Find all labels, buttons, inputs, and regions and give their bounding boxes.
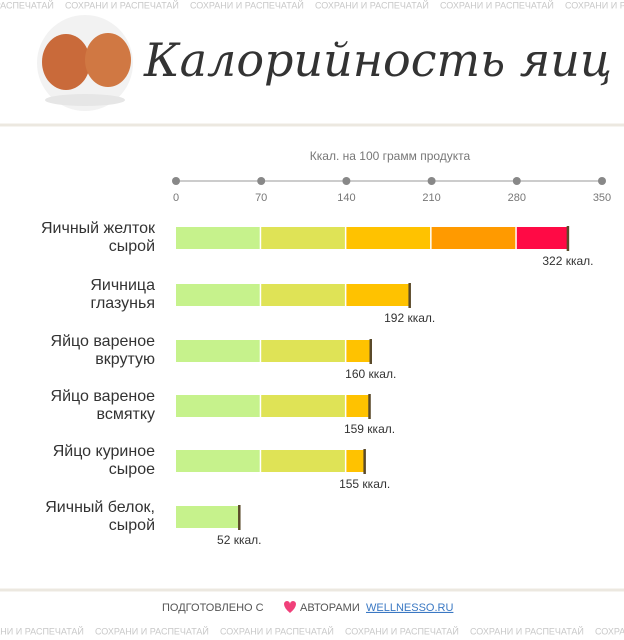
bar-segment [516,227,568,249]
x-tick-label: 280 [508,192,526,204]
tick-dot [427,177,436,185]
watermark: СОХРАНИ И РАСПЕЧАТАЙ [220,625,334,636]
category-label: сырой [109,238,155,255]
tick-dot [342,177,351,185]
category-label: Яичный белок, [45,499,155,516]
value-label: 160 ккал. [345,367,396,381]
bar-segment [176,340,260,362]
watermark: СОХРАНИ И РАСПЕЧАТАЙ [565,0,624,10]
value-label: 322 ккал. [542,254,593,268]
bar-segment [176,227,260,249]
x-tick-label: 350 [593,192,611,204]
bar [176,506,240,528]
watermark: СОХРАНИ И РАСПЕЧАТАЙ [0,625,84,636]
value-label: 159 ккал. [344,422,395,436]
category-label: глазунья [90,295,155,312]
tick-dot [598,177,606,185]
category-label: Яйцо куриное [53,443,155,460]
tick-dot [172,177,180,185]
bar [176,395,370,417]
bar-segment [176,450,260,472]
x-tick-label: 140 [337,192,355,204]
bar-segment [261,395,345,417]
bar-segment [261,450,345,472]
bar-segment [176,506,240,528]
bar-segment [261,340,345,362]
bar-segment [431,227,516,249]
watermark: СОХРАНИ И РАСПЕЧАТАЙ [0,0,54,10]
bar-segment [261,227,345,249]
tick-dot [512,177,521,185]
chart-title: Калорийность яиц [143,33,612,87]
footer-text: АВТОРАМИ [300,602,360,614]
bar-segment [261,284,345,306]
watermark: СОХРАНИ И РАСПЕЧАТАЙ [345,625,459,636]
watermark: СОХРАНИ И РАСПЕЧАТАЙ [595,625,624,636]
category-label: сырой [109,517,155,534]
value-label: 52 ккал. [217,533,261,547]
watermark: СОХРАНИ И РАСПЕЧАТАЙ [95,625,209,636]
bar-segment [346,450,365,472]
bar-segment [176,284,260,306]
tick-dot [257,177,266,185]
category-label: вкрутую [95,351,155,368]
value-label: 155 ккал. [339,477,390,491]
value-label: 192 ккал. [384,311,435,325]
footer-text: ПОДГОТОВЛЕНО С [162,602,264,614]
category-label: всмятку [97,406,156,423]
x-tick-label: 70 [255,192,267,204]
bar [176,450,365,472]
watermark: СОХРАНИ И РАСПЕЧАТАЙ [470,625,584,636]
bar [176,227,568,249]
x-tick-label: 0 [173,192,179,204]
category-label: Яйцо вареное [51,388,156,405]
axis-label: Ккал. на 100 грамм продукта [310,149,471,163]
bar [176,340,371,362]
watermark: СОХРАНИ И РАСПЕЧАТАЙ [440,0,554,10]
watermark: СОХРАНИ И РАСПЕЧАТАЙ [315,0,429,10]
category-label: Яйцо вареное [51,333,156,350]
eggs-photo [37,15,133,111]
bar [176,284,410,306]
category-label: Яичный желток [41,220,156,237]
heart-icon [284,601,296,613]
bar-segment [176,395,260,417]
category-label: Яичница [90,277,155,294]
bar-segment [346,395,370,417]
watermark: СОХРАНИ И РАСПЕЧАТАЙ [190,0,304,10]
watermark: СОХРАНИ И РАСПЕЧАТАЙ [65,0,179,10]
x-tick-label: 210 [422,192,440,204]
bar-segment [346,284,410,306]
category-label: сырое [109,461,155,478]
footer-link[interactable]: WELLNESSO.RU [366,602,453,614]
bar-segment [346,340,371,362]
bar-segment [346,227,431,249]
